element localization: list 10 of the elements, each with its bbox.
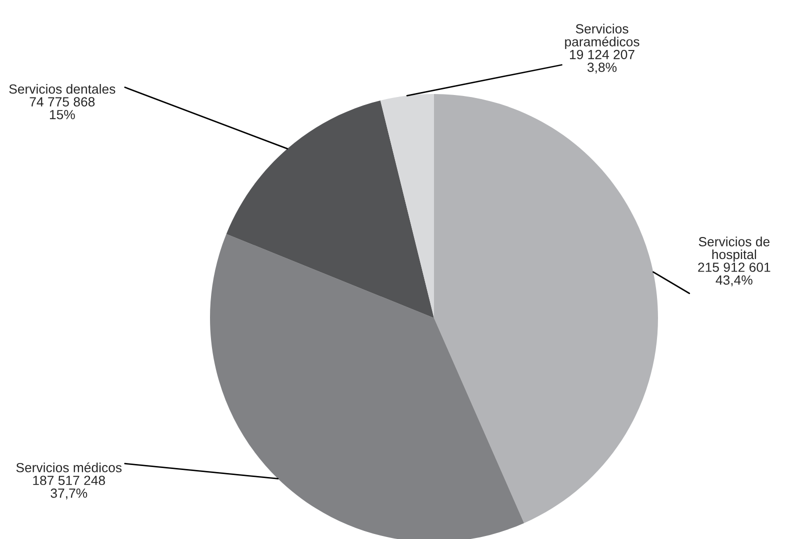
pie-slice [380, 94, 434, 318]
pie-slice [226, 100, 434, 318]
data-label: 19 124 207 3,8% [570, 50, 634, 74]
slice-label: Servicios paramédicos [565, 24, 640, 50]
slice-label: Servicios dentales [9, 84, 116, 94]
slice-label: Servicios de hospital [698, 236, 770, 262]
data-label: 215 912 601 43,4% [698, 262, 770, 286]
data-label: 187 517 248 37,7% [33, 476, 105, 500]
slice-label: Servicios médicos [16, 462, 122, 472]
data-label: 74 775 868 15% [30, 97, 95, 120]
